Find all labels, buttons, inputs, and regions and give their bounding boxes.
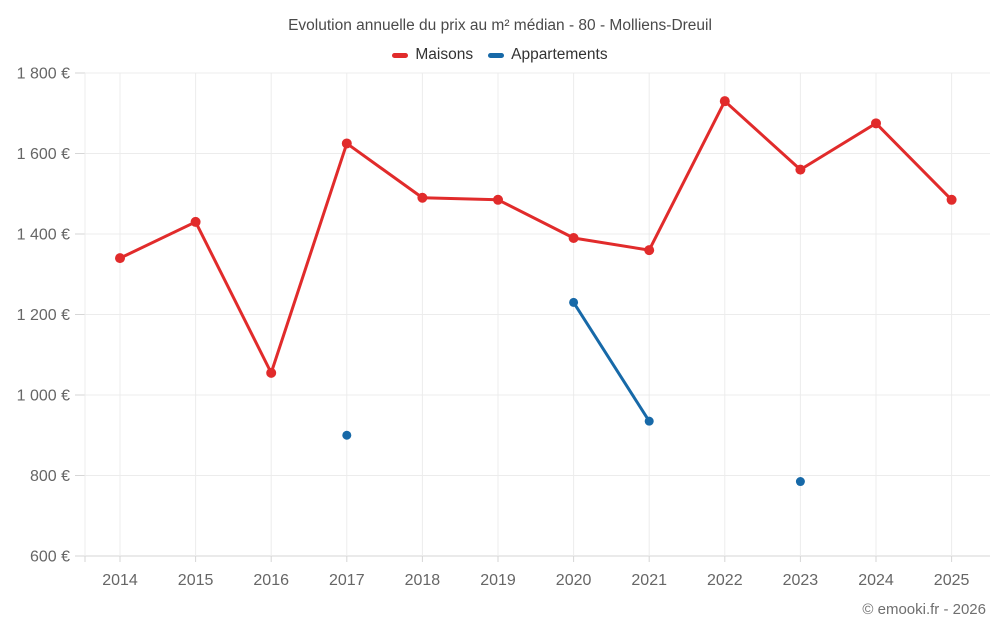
appartements-line [572,300,651,423]
x-axis-label: 2022 [707,572,743,589]
appartements-series-marker-icon [488,52,505,58]
x-axis-label: 2024 [858,572,894,589]
copyright-text: © emooki.fr - 2026 [862,601,986,618]
maisons-series-marker-icon [392,52,409,58]
legend-item-maisons[interactable]: Maisons [392,46,473,64]
y-axis-label: 600 € [30,549,70,566]
maisons-point-2015[interactable] [190,216,201,227]
maisons-point-2025[interactable] [946,194,957,205]
legend-label-maisons: Maisons [415,46,474,63]
maisons-point-2024[interactable] [871,118,881,129]
y-axis-label: 1 800 € [17,66,70,83]
x-axis-label: 2025 [934,572,970,589]
maisons-point-2014[interactable] [115,253,125,264]
x-axis-label: 2019 [480,572,516,589]
appartements-point-2021[interactable] [644,416,654,426]
maisons-point-2016[interactable] [266,367,277,378]
chart-legend: Maisons Appartements [0,46,1000,64]
maisons-point-2022[interactable] [719,96,730,107]
x-axis-label: 2020 [556,572,592,589]
maisons-point-2023[interactable] [795,164,806,175]
y-axis-label: 1 400 € [17,227,70,244]
maisons-point-2020[interactable] [568,233,579,244]
maisons-point-2019[interactable] [493,194,503,205]
x-axis-label: 2014 [102,572,138,589]
maisons-line [118,99,954,375]
maisons-point-2017[interactable] [341,138,352,149]
maisons-point-2021[interactable] [644,245,655,256]
x-axis-label: 2023 [783,572,819,589]
x-axis-label: 2015 [178,572,214,589]
appartements-point-2020[interactable] [569,297,579,307]
x-axis-label: 2021 [631,572,667,589]
appartements-point-2023[interactable] [795,477,805,487]
x-axis-label: 2016 [253,572,289,589]
x-axis-label: 2017 [329,572,365,589]
legend-item-appartements[interactable]: Appartements [488,46,608,64]
y-axis-label: 800 € [30,468,70,485]
y-axis-label: 1 000 € [17,388,70,405]
y-axis-label: 1 200 € [17,307,70,324]
y-axis-label: 1 600 € [17,146,70,163]
chart-title: Evolution annuelle du prix au m² médian … [288,17,712,34]
appartements-point-2017[interactable] [342,430,352,440]
x-axis-label: 2018 [405,572,441,589]
legend-label-appartements: Appartements [511,46,608,63]
maisons-point-2018[interactable] [417,192,428,203]
